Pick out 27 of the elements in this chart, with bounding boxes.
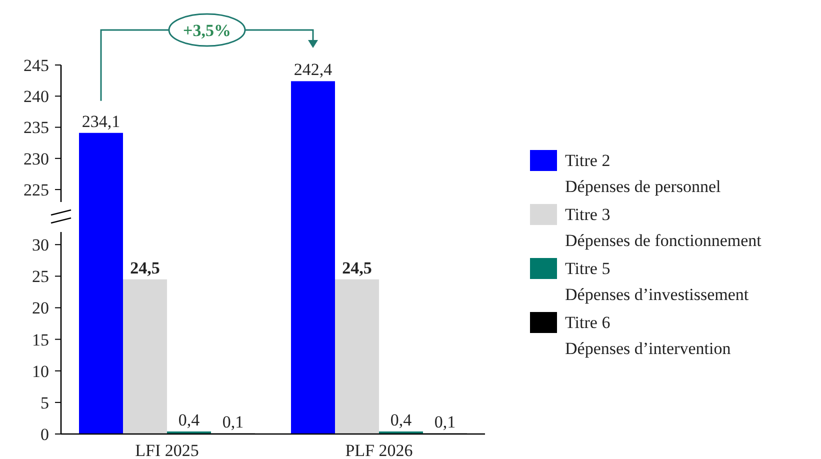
data-label: 24,5 bbox=[130, 258, 160, 278]
y-tick-label: 230 bbox=[24, 149, 49, 168]
y-tick-label: 245 bbox=[24, 56, 49, 75]
data-label: 0,4 bbox=[390, 410, 412, 430]
data-label: 234,1 bbox=[82, 112, 120, 131]
y-tick-label: 225 bbox=[24, 180, 49, 200]
y-tick-label: 25 bbox=[32, 267, 49, 286]
x-tick-label: PLF 2026 bbox=[345, 441, 413, 459]
legend-label: Titre 3 Dépenses de fonctionnement bbox=[565, 205, 762, 250]
y-tick-label: 240 bbox=[24, 87, 49, 106]
legend-label: Titre 6 Dépenses d’intervention bbox=[565, 313, 732, 358]
y-tick-label: 20 bbox=[32, 298, 49, 318]
data-label: 0,4 bbox=[178, 410, 200, 430]
text: +3,5% bbox=[183, 20, 231, 40]
data-label: 24,5 bbox=[342, 258, 372, 278]
y-tick-label: 235 bbox=[24, 118, 49, 138]
y-tick-label: 15 bbox=[32, 330, 49, 350]
data-label: 0,1 bbox=[222, 412, 244, 432]
y-tick-label: 30 bbox=[32, 236, 49, 255]
data-label: 0,1 bbox=[434, 412, 456, 432]
legend-label: Titre 2 Dépenses de personnel bbox=[565, 151, 722, 196]
y-tick-label: 5 bbox=[40, 393, 49, 412]
y-tick-label: 10 bbox=[32, 362, 49, 381]
x-tick-label: LFI 2025 bbox=[135, 441, 199, 459]
data-label: 242,4 bbox=[294, 60, 333, 80]
legend-label: Titre 5 Dépenses d’investissement bbox=[565, 259, 749, 304]
y-tick-label: 0 bbox=[40, 424, 49, 444]
